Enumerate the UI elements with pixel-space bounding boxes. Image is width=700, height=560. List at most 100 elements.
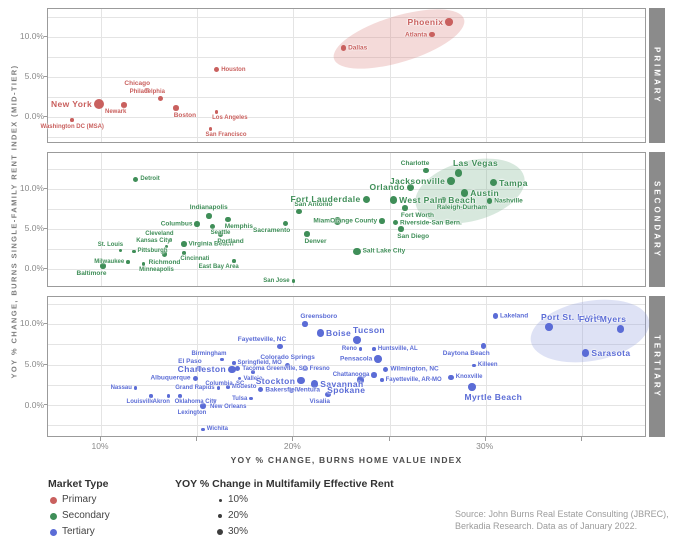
data-point-label: Los Angeles [212,114,248,121]
data-point-label: Salt Lake City [362,247,406,255]
gridline-y [48,425,645,427]
source-note: Source: John Burns Real Estate Consultin… [455,508,695,532]
gridline-x [101,297,103,436]
data-point-dot [460,189,469,197]
data-point-label: Sacramento [253,227,291,235]
gridline-x [101,153,103,286]
y-tick-mark [44,322,47,324]
panel-strip-label: SECONDARY [652,180,662,259]
panel-strip-secondary: SECONDARY [649,152,665,287]
data-point-dot [297,376,305,385]
y-tick-label: 10.0% [19,183,44,194]
gridline-x [581,9,583,142]
gridline-x [389,9,391,142]
data-point-label: Bakersfield [265,386,301,394]
data-point-label: Columbus [160,220,193,228]
data-point-label: Fort Worth [400,211,435,219]
data-point-dot [249,396,253,401]
y-tick-label: 10.0% [19,31,44,42]
x-tick-mark [580,437,582,441]
legend-size-dot-10% [218,498,222,502]
data-point-dot [454,169,463,177]
data-point-label: El Paso [178,357,202,365]
data-point-label: Savannah [320,378,364,389]
data-point-label: San Antonio [294,200,333,208]
data-point-dot [448,374,454,381]
data-point-dot [166,394,171,398]
data-point-dot [325,391,331,398]
data-point-label: Albuquerque [150,374,191,382]
data-point-label: Jacksonville [389,175,446,186]
gridline-x [389,297,391,436]
data-point-dot [379,218,385,224]
gridline-y [48,405,645,407]
data-point-label: Columbia, SC [205,381,245,388]
data-point-label: Boise [326,327,352,338]
data-point-label: Charlotte [400,159,430,167]
data-point-dot [94,99,105,110]
data-point-label: Seattle [210,230,231,237]
gridline-y [48,268,645,270]
panel-secondary: Detroit Baltimore St. Louis Milwaukee Pittsb… [47,147,646,287]
legend-size-item-30%: 30% [228,526,249,537]
gridline-y [48,344,645,346]
data-point-dot [228,365,236,374]
data-point-label: Minneapolis [139,266,174,273]
y-tick-mark [44,227,47,229]
data-point-dot [358,347,363,351]
gridline-y [48,36,645,38]
data-point-dot [178,394,182,398]
y-tick-label: 10.0% [19,318,44,329]
source-line-1: Source: John Burns Real Estate Consultin… [455,509,669,519]
data-point-dot [489,178,498,187]
data-point-label: Miami [313,217,332,225]
data-point-label: Greensboro [300,313,338,321]
x-tick-mark [484,437,486,441]
data-point-label: Indianapolis [189,204,228,212]
data-point-dot [181,241,187,247]
data-point-label: Tacoma [242,365,265,372]
data-point-label: Visalia [309,398,331,406]
data-point-label: St. Louis [97,241,124,248]
gridline-x [197,9,199,142]
x-tick-mark [100,437,102,441]
data-point-dot [447,177,455,185]
legend-size-item-10%: 10% [228,494,249,505]
data-point-label: Baltimore [76,269,107,277]
data-point-dot [304,231,310,237]
data-point-label: Fayetteville, NC [237,335,287,343]
data-point-label: Cleveland [145,231,174,238]
gridline-x [293,153,295,286]
data-point-dot [362,195,371,204]
data-point-label: East Bay Area [198,263,239,270]
data-point-label: Sarasota [591,348,631,359]
data-point-label: Philadelphia [129,88,165,95]
legend-dot-tertiary [50,529,57,536]
data-point-dot [402,205,408,211]
panel-strip-primary: PRIMARY [649,8,665,143]
data-point-dot [200,403,206,409]
data-point-label: Pittsburgh [137,248,168,255]
data-point-label: Atlanta [405,31,428,39]
y-tick-mark [44,187,47,189]
data-point-dot [192,375,199,382]
data-point-label: Nashville [494,197,523,205]
data-point-label: Wichita [206,426,229,433]
legend-item-tertiary: Tertiary [62,526,95,537]
data-point-dot [371,372,377,378]
data-point-label: Kansas City [136,237,171,244]
gridline-x [293,297,295,436]
data-point-dot [212,399,217,403]
source-line-2: Berkadia Research. Data as of January 20… [455,521,638,531]
data-point-dot [445,18,453,26]
data-point-label: Vallejo [243,375,263,382]
data-point-dot [440,197,447,203]
data-point-label: San Francisco [205,131,247,138]
data-point-dot [126,260,130,264]
data-point-dot [216,386,221,390]
data-point-dot [423,167,429,174]
data-point-dot [372,347,376,351]
legend-dot-primary [50,497,57,504]
data-point-label: Huntsville, AL [377,346,418,353]
data-point-dot [389,196,398,204]
